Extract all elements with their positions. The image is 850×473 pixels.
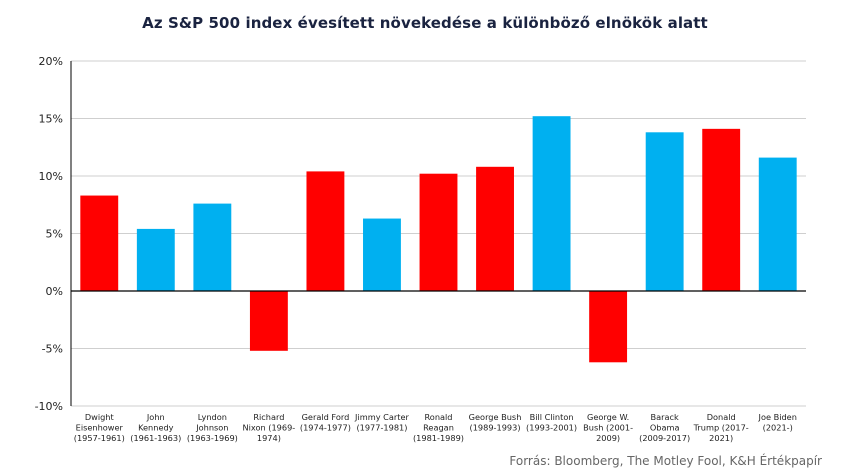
chart-title: Az S&P 500 index évesített növekedése a … [142,14,708,32]
bar [80,195,119,291]
x-tick-label: Dwight Eisenhower (1957-1961) [74,412,125,443]
bar [702,128,741,291]
y-tick-label: 20% [39,55,63,68]
bar [306,171,345,291]
bar [249,291,288,351]
x-tick-label: Donald Trump (2017-2021) [693,412,749,443]
source-note: Forrás: Bloomberg, The Motley Fool, K&H … [509,454,822,468]
x-tick-label: Gerald Ford (1974-1977) [300,412,351,433]
bar [645,132,684,291]
y-tick-label: 0% [46,285,63,298]
bar [532,116,571,291]
y-tick-label: -5% [42,343,63,356]
x-tick-label: George W. Bush (2001-2009) [583,412,633,443]
y-tick-label: 10% [39,170,63,183]
y-tick-label: 5% [46,228,63,241]
bar [758,157,797,291]
y-tick-label: -10% [35,400,63,413]
y-tick-label: 15% [39,113,63,126]
x-tick-label: George Bush (1989-1993) [469,412,522,433]
x-tick-label: Richard Nixon (1969-1974) [242,412,295,443]
x-tick-label: Jimmy Carter (1977-1981) [354,412,409,433]
x-tick-label: Lyndon Johnson (1963-1969) [187,412,238,443]
bar [476,166,514,291]
x-tick-label: Ronald Reagan (1981-1989) [413,412,464,443]
bar [193,203,232,291]
x-tick-label: Barack Obama (2009-2017) [639,412,690,443]
bar [589,291,628,363]
bar [363,218,401,291]
x-tick-label: John Kennedy (1961-1963) [130,412,181,443]
bar [419,173,458,291]
bar [136,228,175,291]
x-tick-label: Bill Clinton (1993-2001) [526,412,577,433]
x-tick-label: Joe Biden (2021-) [758,412,797,433]
